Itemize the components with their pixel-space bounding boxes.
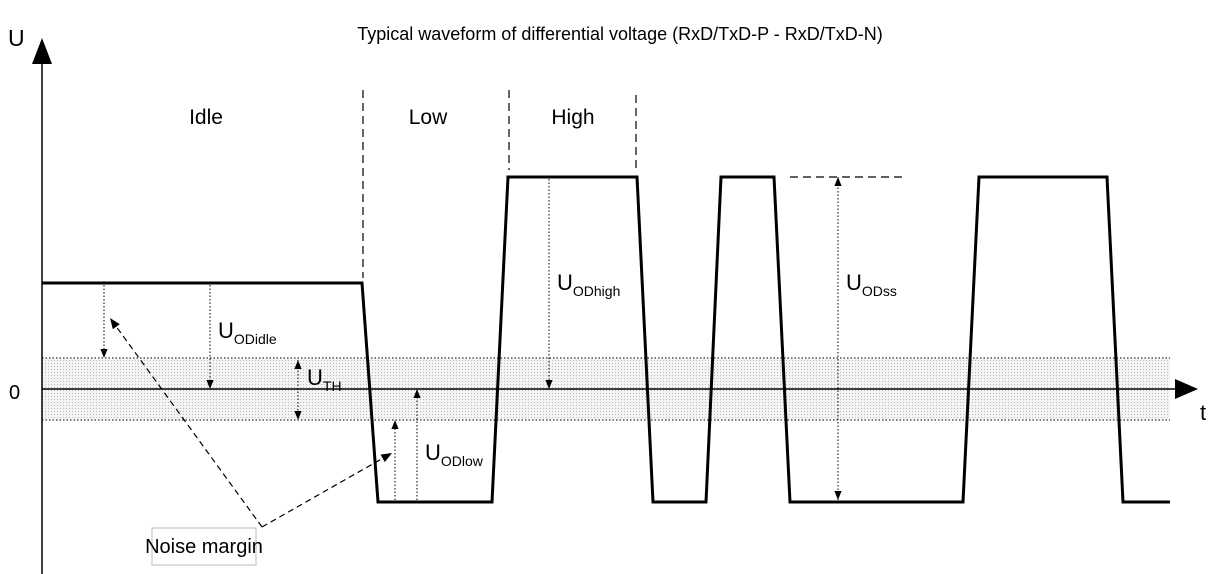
region-label: Low xyxy=(409,106,448,129)
note: Noise margin xyxy=(145,536,263,558)
subscript: ODlow xyxy=(441,453,484,469)
note-box xyxy=(151,527,257,566)
quantity-label: UTH xyxy=(307,365,342,394)
y-label: U xyxy=(8,25,25,51)
subscript: ODhigh xyxy=(573,283,620,299)
subscript: TH xyxy=(323,378,342,394)
quantity-label: UODhigh xyxy=(557,270,620,299)
subscript: ODss xyxy=(862,283,897,299)
dividers xyxy=(362,90,905,278)
measure-arrows xyxy=(100,177,842,500)
zero-label: 0 xyxy=(9,382,20,404)
symbol: U xyxy=(307,365,323,390)
title: Typical waveform of differential voltage… xyxy=(357,24,882,44)
symbol: U xyxy=(425,440,441,465)
axes xyxy=(32,38,1198,574)
subscript: ODidle xyxy=(234,331,277,347)
symbol: U xyxy=(557,270,573,295)
region-label: Idle xyxy=(189,106,223,129)
symbol: U xyxy=(846,270,862,295)
x-label: t xyxy=(1200,400,1206,425)
quantity-label: UODidle xyxy=(218,318,277,347)
symbol: U xyxy=(218,318,234,343)
region-label: High xyxy=(551,106,594,129)
noise-pointers xyxy=(109,317,393,528)
quantity-label: UODss xyxy=(846,270,897,299)
waveform xyxy=(42,175,1170,504)
quantity-label: UODlow xyxy=(425,440,484,469)
